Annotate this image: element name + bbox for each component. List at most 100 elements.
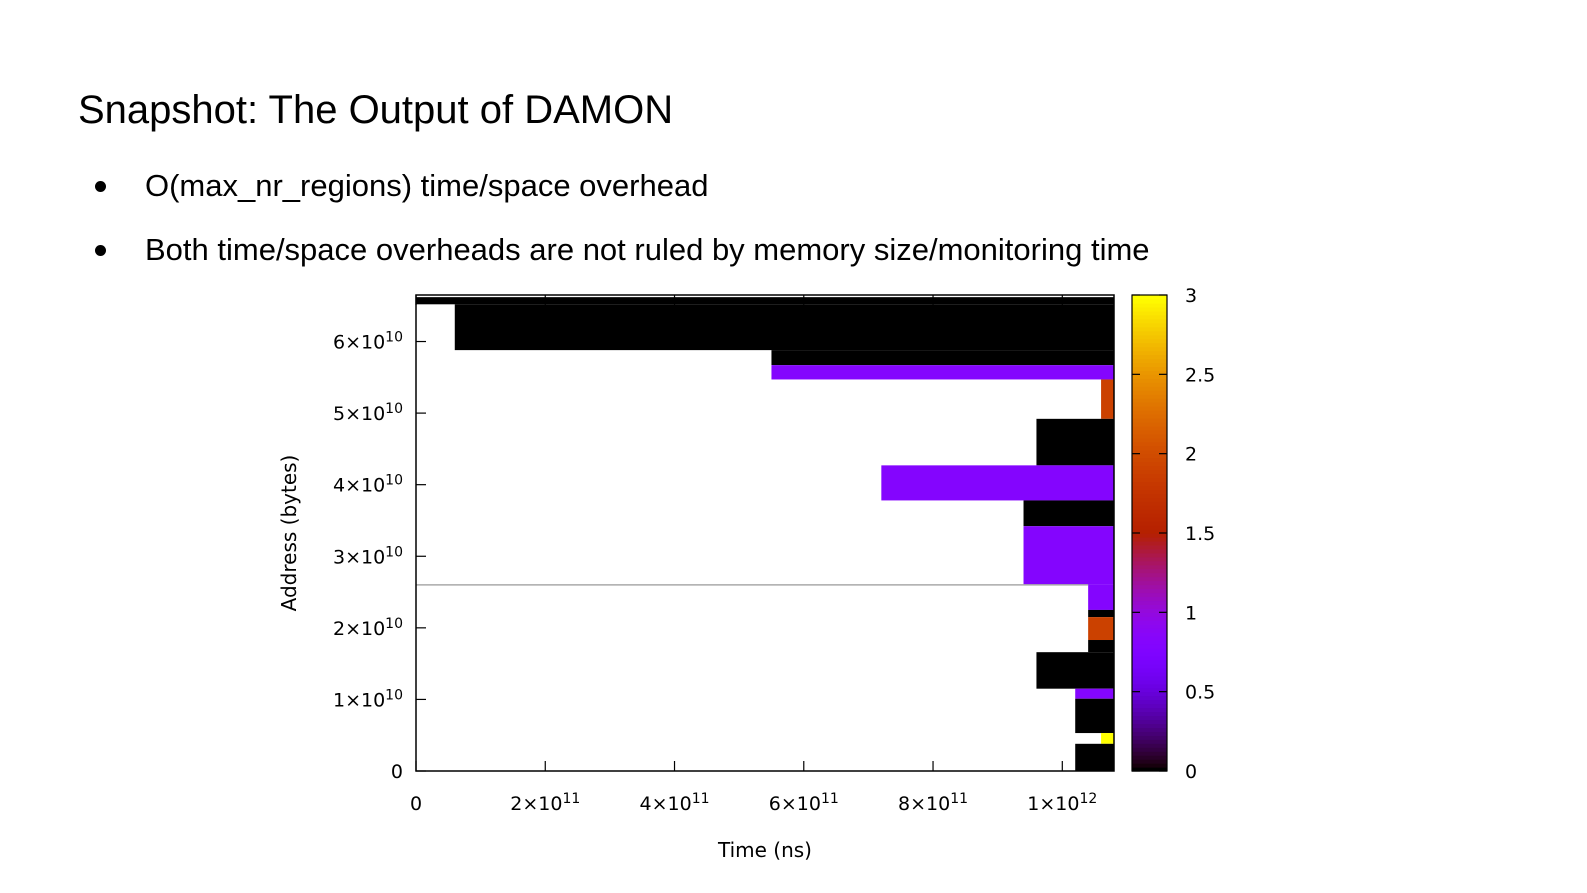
colorbar-strip: [1132, 751, 1167, 756]
colorbar-strip: [1132, 536, 1167, 542]
colorbar-strip: [1132, 636, 1167, 641]
y-tick-label: 6×1010: [333, 330, 403, 354]
colorbar-strip: [1132, 529, 1167, 534]
colorbar-strip: [1132, 346, 1167, 352]
colorbar-strip: [1132, 600, 1167, 605]
heatmap-cell: [1088, 609, 1114, 618]
colorbar-strip: [1132, 671, 1167, 677]
colorbar-strip: [1132, 548, 1167, 554]
colorbar-strip: [1132, 493, 1167, 498]
colorbar-strip: [1132, 612, 1167, 617]
colorbar-strip: [1132, 731, 1167, 736]
colorbar-strip: [1132, 501, 1167, 506]
colorbar-strip: [1132, 330, 1167, 336]
colorbar-strip: [1132, 560, 1167, 566]
colorbar-strip: [1132, 628, 1167, 633]
bullet-item: O(max_nr_regions) time/space overhead: [92, 166, 1150, 230]
bullet-item: Both time/space overheads are not ruled …: [92, 230, 1150, 294]
colorbar-strip: [1132, 727, 1167, 732]
colorbar-strip: [1132, 433, 1167, 439]
colorbar-tick-label: 1.5: [1185, 523, 1215, 545]
colorbar-strip: [1132, 318, 1167, 324]
colorbar-strip: [1132, 342, 1167, 348]
colorbar-strip: [1132, 441, 1167, 447]
colorbar-strip: [1132, 513, 1167, 518]
colorbar-strip: [1132, 465, 1167, 471]
colorbar-strip: [1132, 655, 1167, 661]
y-tick-label: 4×1010: [333, 473, 403, 497]
colorbar-strip: [1132, 310, 1167, 316]
colorbar-strip: [1132, 663, 1167, 669]
colorbar-strip: [1132, 644, 1167, 649]
colorbar-strip: [1132, 648, 1167, 653]
x-tick-label: 0: [410, 793, 422, 815]
colorbar-strip: [1132, 640, 1167, 645]
bullet-text: O(max_nr_regions) time/space overhead: [145, 168, 709, 203]
colorbar-strip: [1132, 691, 1167, 697]
colorbar-strip: [1132, 485, 1167, 490]
colorbar-strip: [1132, 735, 1167, 740]
x-axis-label: Time (ns): [717, 838, 812, 862]
x-tick-label: 2×1011: [510, 791, 580, 815]
colorbar-strip: [1132, 540, 1167, 546]
y-axis-label: Address (bytes): [277, 455, 301, 612]
colorbar-strip: [1132, 473, 1167, 479]
heatmap-cell: [454, 304, 1114, 351]
heatmap-cell: [1088, 640, 1114, 653]
colorbar-strip: [1132, 509, 1167, 514]
plot-frame: [415, 294, 1115, 772]
heatmap-cell: [1075, 743, 1114, 771]
colorbar-strip: [1132, 525, 1167, 530]
colorbar-strip: [1132, 354, 1167, 360]
heatmap-cell: [1023, 526, 1114, 585]
colorbar-tick-label: 0: [1185, 761, 1197, 783]
colorbar-strip: [1132, 421, 1167, 427]
bullet-text: Both time/space overheads are not ruled …: [145, 232, 1150, 267]
colorbar-strip: [1132, 410, 1167, 415]
colorbar-strip: [1132, 564, 1167, 570]
x-tick-label: 6×1011: [769, 791, 839, 815]
colorbar-strip: [1132, 604, 1167, 609]
colorbar-strip: [1132, 533, 1167, 538]
colorbar-strip: [1132, 358, 1167, 364]
colorbar-strip: [1132, 767, 1167, 772]
colorbar-strip: [1132, 469, 1167, 475]
colorbar-strip: [1132, 632, 1167, 637]
colorbar-strip: [1132, 620, 1167, 625]
colorbar-strip: [1132, 580, 1167, 586]
colorbar-tick-label: 1: [1185, 602, 1197, 624]
colorbar-strip: [1132, 616, 1167, 621]
colorbar-strip: [1132, 679, 1167, 685]
colorbar-strip: [1132, 394, 1167, 399]
y-tick-label: 2×1010: [333, 616, 403, 640]
colorbar-strip: [1132, 302, 1167, 308]
colorbar-strip: [1132, 374, 1167, 379]
colorbar-strip: [1132, 417, 1167, 423]
colorbar-strip: [1132, 425, 1167, 431]
colorbar-strip: [1132, 338, 1167, 344]
colorbar-strip: [1132, 588, 1167, 594]
colorbar-strip: [1132, 675, 1167, 681]
colorbar-strip: [1132, 386, 1167, 391]
colorbar-strip: [1132, 544, 1167, 550]
colorbar-tick-label: 0.5: [1185, 682, 1215, 704]
colorbar-strip: [1132, 437, 1167, 443]
heatmap-cell: [771, 350, 1114, 366]
heatmap-cell: [1088, 617, 1114, 641]
colorbar-strip: [1132, 298, 1167, 304]
colorbar-strip: [1132, 683, 1167, 689]
colorbar-strip: [1132, 608, 1167, 613]
colorbar-strip: [1132, 398, 1167, 403]
heatmap-cell: [1101, 733, 1114, 744]
heatmap-cell: [881, 465, 1114, 501]
colorbar-strip: [1132, 568, 1167, 574]
colorbar-strip: [1132, 306, 1167, 312]
heatmap-cell: [1075, 698, 1114, 734]
colorbar-strip: [1132, 326, 1167, 332]
colorbar-strip: [1132, 322, 1167, 328]
colorbar-strip: [1132, 481, 1167, 486]
colorbar-strip: [1132, 755, 1167, 760]
bullet-list: O(max_nr_regions) time/space overhead Bo…: [92, 166, 1150, 294]
colorbar-strip: [1132, 429, 1167, 435]
